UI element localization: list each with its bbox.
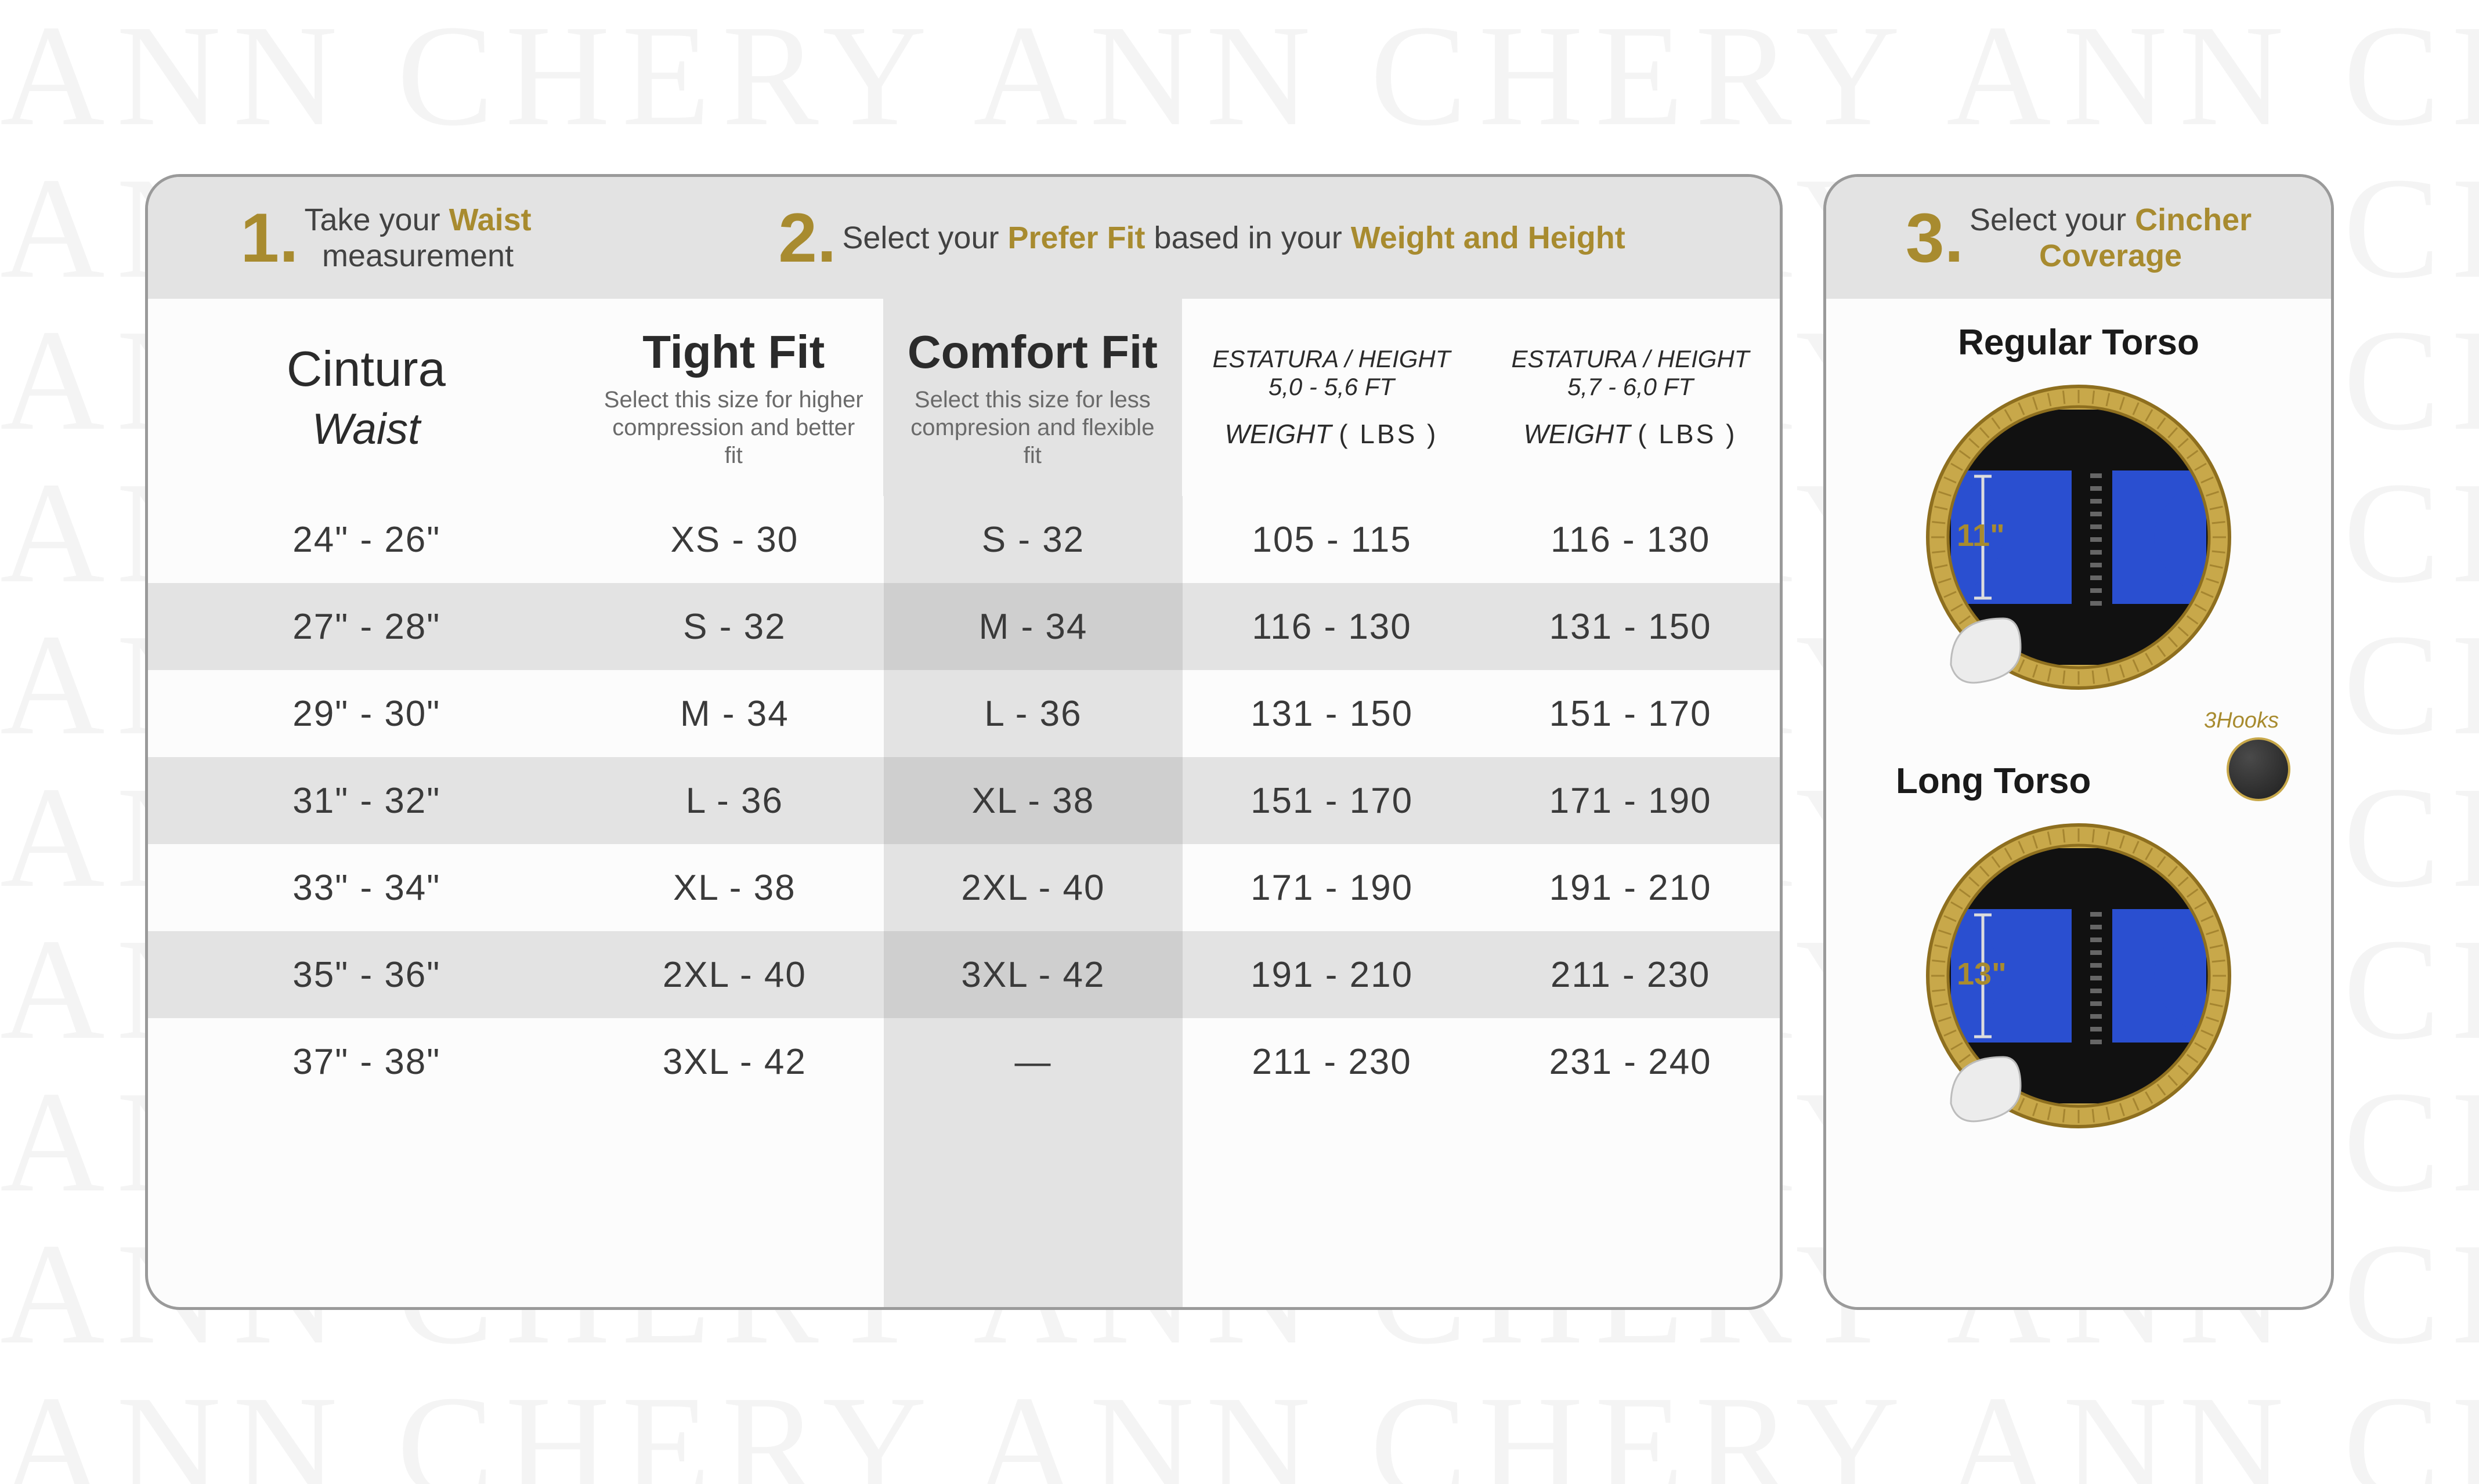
table-row: 31" - 32"L - 36XL - 38151 - 170171 - 190 bbox=[148, 757, 1780, 844]
cell-comfort-fit: S - 32 bbox=[884, 496, 1183, 583]
watermark-row: ANN CHERY ANN CHERY ANN CHERY ANN CH bbox=[0, 1371, 2479, 1484]
cell-weight-short: 171 - 190 bbox=[1183, 844, 1481, 931]
step-2-number: 2. bbox=[778, 198, 836, 278]
cell-tight-fit: XS - 30 bbox=[586, 496, 884, 583]
table-header-row: Cintura Waist Tight Fit Select this size… bbox=[148, 299, 1780, 496]
size-table: Cintura Waist Tight Fit Select this size… bbox=[148, 299, 1780, 1307]
cell-weight-short: 105 - 115 bbox=[1183, 496, 1481, 583]
cell-weight-tall: 211 - 230 bbox=[1481, 931, 1780, 1018]
step-2-text: Select your Prefer Fit based in your Wei… bbox=[842, 220, 1625, 256]
step-3: 3. Select your CincherCoverage bbox=[1882, 198, 2275, 278]
cell-waist: 35" - 36" bbox=[148, 931, 586, 1018]
panel-main-header: 1. Take your Waist measurement 2. Select… bbox=[148, 177, 1780, 299]
cell-waist: 37" - 38" bbox=[148, 1018, 586, 1105]
cell-tight-fit: L - 36 bbox=[586, 757, 884, 844]
panel-cincher-coverage: 3. Select your CincherCoverage Regular T… bbox=[1823, 174, 2334, 1310]
col-header-weight-tall: ESTATURA / HEIGHT5,7 - 6,0 FT WEIGHT ( L… bbox=[1481, 299, 1780, 496]
hooks-label: 3Hooks bbox=[2204, 708, 2279, 733]
cell-comfort-fit: 2XL - 40 bbox=[884, 844, 1183, 931]
cell-waist: 31" - 32" bbox=[148, 757, 586, 844]
stage: 1. Take your Waist measurement 2. Select… bbox=[145, 174, 2334, 1310]
table-row: 35" - 36"2XL - 403XL - 42191 - 210211 - … bbox=[148, 931, 1780, 1018]
col-header-weight-short: ESTATURA / HEIGHT5,0 - 5,6 FT WEIGHT ( L… bbox=[1182, 299, 1481, 496]
hooks-dot-icon bbox=[2227, 737, 2290, 801]
svg-text:11": 11" bbox=[1957, 518, 2005, 553]
cell-weight-tall: 151 - 170 bbox=[1481, 670, 1780, 757]
regular-torso-image: 11" bbox=[1916, 375, 2241, 703]
cell-weight-short: 116 - 130 bbox=[1183, 583, 1481, 670]
cell-waist: 24" - 26" bbox=[148, 496, 586, 583]
panel-side-header: 3. Select your CincherCoverage bbox=[1826, 177, 2331, 299]
cell-tight-fit: M - 34 bbox=[586, 670, 884, 757]
table-footer-gap bbox=[148, 1105, 1780, 1307]
step-1-number: 1. bbox=[240, 198, 298, 278]
col-header-waist: Cintura Waist bbox=[148, 299, 584, 496]
cell-weight-short: 211 - 230 bbox=[1183, 1018, 1481, 1105]
step-1: 1. Take your Waist measurement bbox=[148, 198, 624, 278]
table-row: 33" - 34"XL - 382XL - 40171 - 190191 - 2… bbox=[148, 844, 1780, 931]
cell-comfort-fit: — bbox=[884, 1018, 1183, 1105]
cell-comfort-fit: L - 36 bbox=[884, 670, 1183, 757]
step-3-number: 3. bbox=[1906, 198, 1964, 278]
step-2: 2. Select your Prefer Fit based in your … bbox=[624, 198, 1780, 278]
side-body: Regular Torso 11" 3Hooks Long Torso 13" bbox=[1826, 299, 2331, 1307]
col-header-tight-fit: Tight Fit Select this size for higher co… bbox=[584, 299, 883, 496]
cell-tight-fit: 3XL - 42 bbox=[586, 1018, 884, 1105]
cell-tight-fit: S - 32 bbox=[586, 583, 884, 670]
panel-size-chart: 1. Take your Waist measurement 2. Select… bbox=[145, 174, 1783, 1310]
cell-waist: 33" - 34" bbox=[148, 844, 586, 931]
step-3-text: Select your CincherCoverage bbox=[1970, 202, 2252, 274]
svg-text:13": 13" bbox=[1957, 957, 2007, 991]
cell-weight-tall: 231 - 240 bbox=[1481, 1018, 1780, 1105]
cell-weight-tall: 131 - 150 bbox=[1481, 583, 1780, 670]
table-row: 29" - 30"M - 34L - 36131 - 150151 - 170 bbox=[148, 670, 1780, 757]
cell-weight-tall: 171 - 190 bbox=[1481, 757, 1780, 844]
cell-waist: 29" - 30" bbox=[148, 670, 586, 757]
cell-comfort-fit: 3XL - 42 bbox=[884, 931, 1183, 1018]
cell-waist: 27" - 28" bbox=[148, 583, 586, 670]
watermark-row: ANN CHERY ANN CHERY ANN CHERY ANN CH bbox=[0, 0, 2479, 153]
cincher-long-icon: 13" bbox=[1916, 813, 2241, 1138]
long-torso-label: Long Torso bbox=[1896, 761, 2091, 802]
table-row: 27" - 28"S - 32M - 34116 - 130131 - 150 bbox=[148, 583, 1780, 670]
cincher-regular-icon: 11" bbox=[1916, 375, 2241, 700]
col-header-comfort-fit: Comfort Fit Select this size for less co… bbox=[883, 299, 1182, 496]
cell-weight-tall: 191 - 210 bbox=[1481, 844, 1780, 931]
cell-weight-short: 131 - 150 bbox=[1183, 670, 1481, 757]
cell-tight-fit: XL - 38 bbox=[586, 844, 884, 931]
long-torso-image: 13" bbox=[1916, 813, 2241, 1141]
regular-torso-label: Regular Torso bbox=[1958, 322, 2199, 363]
cell-comfort-fit: M - 34 bbox=[884, 583, 1183, 670]
table-row: 24" - 26"XS - 30S - 32105 - 115116 - 130 bbox=[148, 496, 1780, 583]
cell-weight-short: 191 - 210 bbox=[1183, 931, 1481, 1018]
cell-weight-short: 151 - 170 bbox=[1183, 757, 1481, 844]
table-row: 37" - 38"3XL - 42—211 - 230231 - 240 bbox=[148, 1018, 1780, 1105]
cell-tight-fit: 2XL - 40 bbox=[586, 931, 884, 1018]
cell-comfort-fit: XL - 38 bbox=[884, 757, 1183, 844]
cell-weight-tall: 116 - 130 bbox=[1481, 496, 1780, 583]
step-1-text: Take your Waist measurement bbox=[304, 202, 531, 274]
